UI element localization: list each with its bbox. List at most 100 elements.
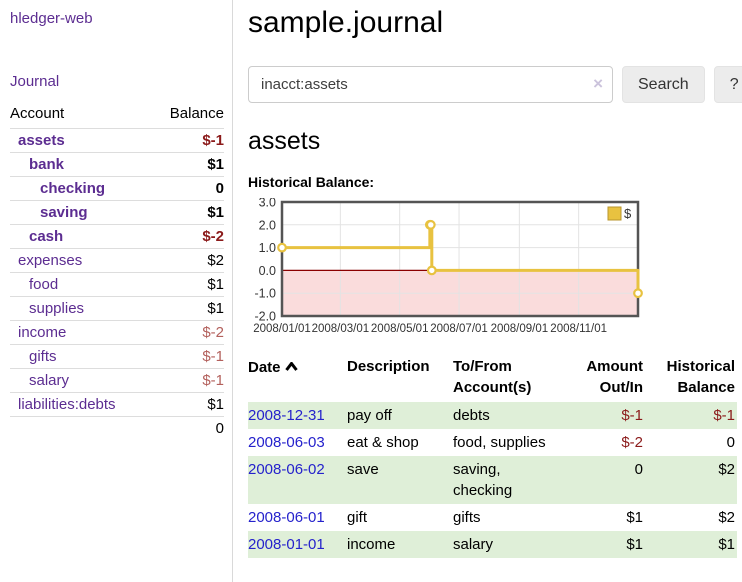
search-input[interactable] xyxy=(248,66,613,103)
account-link-income[interactable]: income xyxy=(18,324,67,341)
account-row-liabilities-debts: liabilities:debts $1 xyxy=(10,392,224,417)
transaction-date-link[interactable]: 2008-01-01 xyxy=(248,536,325,553)
register-col-amount: Amount Out/In xyxy=(586,358,643,396)
transaction-date-link[interactable]: 2008-06-01 xyxy=(248,509,325,526)
register-col-description: Description xyxy=(347,358,430,375)
register-row: 2008-06-01 gift gifts $1 $2 xyxy=(248,504,737,531)
account-link-checking[interactable]: checking xyxy=(40,180,106,197)
svg-text:-2.0: -2.0 xyxy=(254,310,276,324)
transaction-amount: $-1 xyxy=(621,407,643,424)
account-link-liabilities-debts[interactable]: liabilities:debts xyxy=(18,396,116,413)
transaction-date-link[interactable]: 2008-06-03 xyxy=(248,434,325,451)
clear-search-icon[interactable]: × xyxy=(593,74,603,93)
account-row-expenses: expenses $2 xyxy=(10,248,224,273)
account-balance: $1 xyxy=(151,152,224,177)
register-row: 2008-12-31 pay off debts $-1 $-1 xyxy=(248,402,737,429)
help-button[interactable]: ? xyxy=(713,66,742,103)
register-col-date-label: Date xyxy=(248,359,281,376)
account-row-saving: saving $1 xyxy=(10,200,224,225)
account-link-gifts[interactable]: gifts xyxy=(29,348,57,365)
sidebar: hledger-web Journal Account Balance asse… xyxy=(0,0,233,582)
account-link-expenses[interactable]: expenses xyxy=(18,252,83,269)
account-balance: $-1 xyxy=(151,368,224,393)
account-link-saving[interactable]: saving xyxy=(40,204,88,221)
sidebar-item-journal[interactable]: Journal xyxy=(10,73,60,90)
accounts-header-row: Account Balance xyxy=(10,103,224,129)
account-link-bank[interactable]: bank xyxy=(29,156,65,173)
account-link-assets[interactable]: assets xyxy=(18,132,65,149)
transaction-date-link[interactable]: 2008-12-31 xyxy=(248,407,325,424)
accounts-total-row: 0 xyxy=(10,416,224,440)
account-balance: 0 xyxy=(151,176,224,201)
account-row-checking: checking 0 xyxy=(10,176,224,201)
account-heading: assets xyxy=(248,127,321,155)
svg-text:2.0: 2.0 xyxy=(259,218,276,232)
svg-text:1.0: 1.0 xyxy=(259,241,276,255)
svg-text:2008/03/01: 2008/03/01 xyxy=(312,323,370,335)
register-col-date[interactable]: Date xyxy=(248,354,347,402)
transaction-accounts: saving, checking xyxy=(453,461,513,499)
transaction-amount: $1 xyxy=(626,509,643,526)
main-content: sample.journal × Search ? assets Histori… xyxy=(233,0,742,582)
account-balance: $-2 xyxy=(151,224,224,249)
transaction-balance: 0 xyxy=(726,434,735,451)
transaction-description: pay off xyxy=(347,407,392,424)
svg-text:$: $ xyxy=(624,206,632,221)
account-row-bank: bank $1 xyxy=(10,152,224,177)
transaction-description: income xyxy=(347,536,396,553)
account-link-food[interactable]: food xyxy=(29,276,59,293)
account-link-supplies[interactable]: supplies xyxy=(29,300,85,317)
account-row-salary: salary $-1 xyxy=(10,368,224,393)
accounts-col-balance: Balance xyxy=(169,105,224,122)
register-header-row: Date Description To/From Account(s) Amou… xyxy=(248,354,737,402)
account-balance: $-1 xyxy=(151,128,224,153)
transaction-accounts: salary xyxy=(453,536,494,553)
search-box: × xyxy=(248,66,613,103)
svg-text:2008/07/01: 2008/07/01 xyxy=(430,323,488,335)
transaction-balance: $-1 xyxy=(713,407,735,424)
account-link-salary[interactable]: salary xyxy=(29,372,70,389)
transaction-description: save xyxy=(347,461,379,478)
account-row-assets: assets $-1 xyxy=(10,128,224,153)
account-link-cash[interactable]: cash xyxy=(29,228,64,245)
svg-text:0.0: 0.0 xyxy=(259,264,276,278)
transaction-date-link[interactable]: 2008-06-02 xyxy=(248,461,325,478)
svg-text:2008/01/01: 2008/01/01 xyxy=(253,323,311,335)
account-balance: $-1 xyxy=(151,344,224,369)
register-row: 2008-01-01 income salary $1 $1 xyxy=(248,531,737,558)
brand-link[interactable]: hledger-web xyxy=(10,10,93,27)
account-row-gifts: gifts $-1 xyxy=(10,344,224,369)
account-balance: $1 xyxy=(151,296,224,321)
account-row-cash: cash $-2 xyxy=(10,224,224,249)
svg-text:2008/09/01: 2008/09/01 xyxy=(491,323,549,335)
svg-text:3.0: 3.0 xyxy=(259,198,276,210)
transaction-accounts: debts xyxy=(453,407,490,424)
account-row-food: food $1 xyxy=(10,272,224,297)
account-row-supplies: supplies $1 xyxy=(10,296,224,321)
transaction-balance: $2 xyxy=(718,461,735,478)
accounts-table: Account Balance assets $-1 bank $1 check… xyxy=(10,103,224,440)
account-balance: $-2 xyxy=(151,320,224,345)
accounts-total: 0 xyxy=(151,416,224,440)
transaction-amount: $1 xyxy=(626,536,643,553)
transaction-description: eat & shop xyxy=(347,434,419,451)
account-row-income: income $-2 xyxy=(10,320,224,345)
account-balance: $1 xyxy=(151,200,224,225)
transaction-amount: $-2 xyxy=(621,434,643,451)
search-button[interactable]: Search xyxy=(622,66,705,103)
account-balance: $1 xyxy=(151,392,224,417)
account-balance: $1 xyxy=(151,272,224,297)
accounts-col-account: Account xyxy=(10,105,65,122)
transaction-accounts: gifts xyxy=(453,509,481,526)
register-table: Date Description To/From Account(s) Amou… xyxy=(248,354,737,558)
chart-title: Historical Balance: xyxy=(248,174,375,190)
search-form: × Search ? xyxy=(248,66,742,103)
svg-text:2008/05/01: 2008/05/01 xyxy=(371,323,429,335)
register-col-accounts: To/From Account(s) xyxy=(453,358,532,396)
register-row: 2008-06-03 eat & shop food, supplies $-2… xyxy=(248,429,737,456)
svg-text:-1.0: -1.0 xyxy=(254,287,276,301)
transaction-amount: 0 xyxy=(634,461,643,478)
register-row: 2008-06-02 save saving, checking 0 $2 xyxy=(248,456,737,504)
historical-balance-chart[interactable]: 3.0 2.0 1.0 0.0 -1.0 -2.0 2008/01/01 2008/03/01… xyxy=(248,196,648,338)
